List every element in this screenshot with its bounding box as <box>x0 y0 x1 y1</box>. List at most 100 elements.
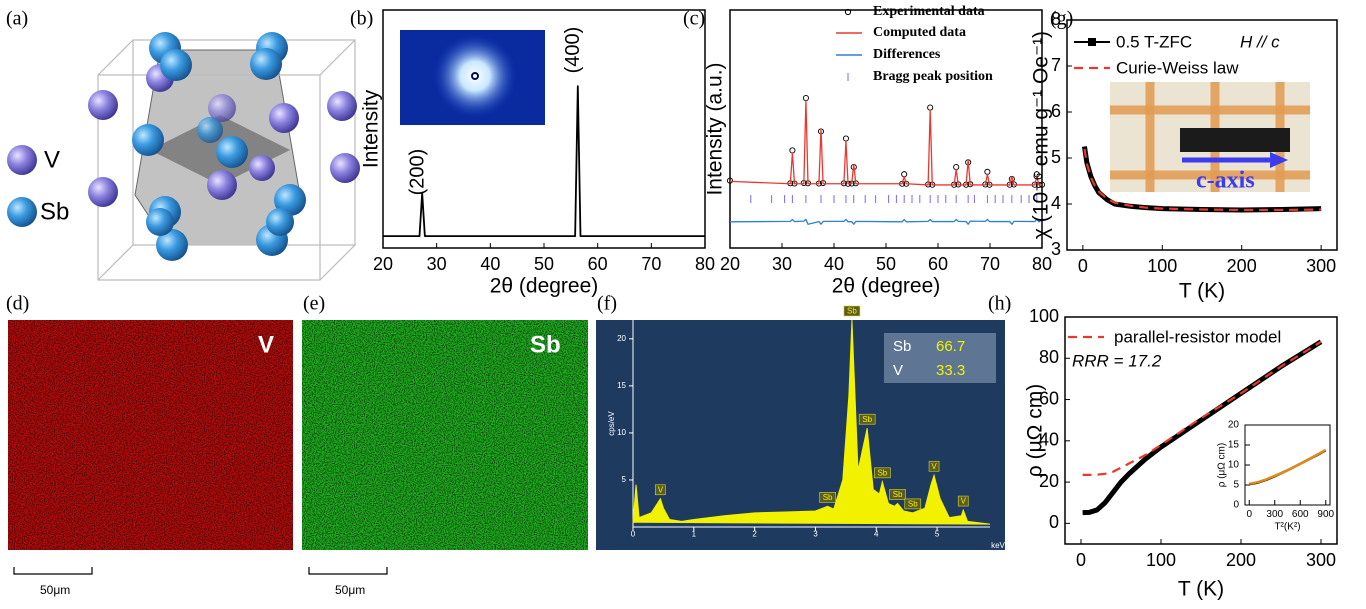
peak-label-box <box>874 467 891 479</box>
y-tick-label: 40 <box>1039 430 1059 450</box>
series-line <box>1082 340 1322 476</box>
legend-label: Curie-Weiss law <box>1116 58 1239 77</box>
y-tick-label: 0 <box>1233 500 1239 511</box>
x-tick-label: 3 <box>813 530 818 539</box>
y-tick-label: 10 <box>617 428 626 437</box>
legend-label: Differences <box>873 47 941 62</box>
peak-label: Sb <box>847 307 857 316</box>
x-tick-label: 300 <box>1306 256 1336 276</box>
peak-label-box <box>957 495 969 507</box>
series-line <box>1249 448 1327 486</box>
x-tick-label: 70 <box>980 254 1000 274</box>
x-tick-label: 1 <box>692 530 697 539</box>
peak-label-box <box>655 484 666 496</box>
map-noise <box>302 320 588 550</box>
y-tick-label: 5 <box>1233 480 1239 491</box>
plot-frame <box>1066 19 1338 251</box>
scale-bar <box>308 567 388 575</box>
peak-label: V <box>931 462 937 471</box>
y-tick-label: 4 <box>1051 193 1061 213</box>
y-tick-label: 60 <box>1039 388 1059 408</box>
composition-value: 66.7 <box>936 338 965 355</box>
peak-label: Sb <box>893 490 903 499</box>
y-axis-label: χ (10⁻⁶ emu g⁻¹ Oe⁻¹) <box>1030 31 1053 239</box>
y-tick-label: 80 <box>1039 347 1059 367</box>
plot-frame <box>1064 316 1338 545</box>
x-tick-label: 4 <box>874 530 879 539</box>
crystal-structure: (a) V Sb <box>6 8 360 281</box>
y-tick-label: 3 <box>1051 239 1061 259</box>
panel-label: (d) <box>6 293 29 315</box>
y-axis-label: Intensity <box>360 89 383 168</box>
x-tick-label: 50 <box>534 254 554 274</box>
composition-value: 33.3 <box>936 362 965 379</box>
annotation: RRR = 17.2 <box>1072 351 1162 370</box>
peak-label-box <box>904 498 922 510</box>
peak-label-box <box>889 489 906 500</box>
peak-label: V <box>961 497 967 506</box>
legend-v-atom <box>7 145 37 175</box>
legend-label: Computed data <box>873 25 966 40</box>
x-tick-label: 80 <box>695 254 715 274</box>
x-tick-label: 5 <box>935 530 940 539</box>
scale-bar <box>13 567 93 575</box>
x-tick-label: 60 <box>588 254 608 274</box>
legend-marker <box>1088 38 1096 46</box>
legend-label: Sb <box>40 198 69 225</box>
x-tick-label: 30 <box>772 254 792 274</box>
panel-label: (g) <box>1050 8 1073 30</box>
panel-label: (b) <box>350 8 373 30</box>
peak-label: Sb <box>877 468 887 477</box>
plot-frame <box>729 9 1043 249</box>
peak-label: Sb <box>823 493 833 502</box>
x-axis-label: T (K) <box>1179 280 1225 303</box>
panel-label: (f) <box>597 293 617 315</box>
legend-label: parallel-resistor model <box>1114 327 1281 346</box>
series-line <box>729 218 1043 225</box>
peak-label-box <box>858 413 876 425</box>
x-axis-label: 2θ (degree) <box>490 275 599 298</box>
y-tick-label: 7 <box>1051 55 1061 75</box>
series-line <box>383 85 705 237</box>
x-tick-label: 20 <box>720 254 740 274</box>
x-tick-label: 100 <box>1147 256 1177 276</box>
inset-background <box>1245 425 1330 505</box>
peak-annotation: (200) <box>406 149 428 196</box>
map-noise <box>8 320 293 550</box>
y-axis-label: Intensity (a.u.) <box>704 62 727 195</box>
x-tick-label: 900 <box>1317 509 1334 520</box>
x-tick-label: 600 <box>1292 509 1309 520</box>
peak-label: V <box>658 485 664 494</box>
x-tick-label: 60 <box>928 254 948 274</box>
panel-label: (h) <box>988 293 1011 315</box>
x-tick-label: 30 <box>427 254 447 274</box>
map-element: V <box>258 331 274 358</box>
y-tick-label: 100 <box>1029 306 1059 326</box>
x-tick-label: 40 <box>824 254 844 274</box>
peak-label: Sb <box>862 415 872 424</box>
y-axis-label: ρ (μΩ cm) <box>1024 384 1047 477</box>
y-tick-label: 20 <box>1228 420 1240 431</box>
peak-label: Sb <box>908 499 918 508</box>
y-tick-label: 10 <box>1228 460 1240 471</box>
xrd-inset <box>400 30 545 125</box>
x-tick-label: 70 <box>641 254 661 274</box>
series-line <box>1083 148 1322 212</box>
crystal-photo <box>1110 82 1310 192</box>
legend-label: Bragg peak position <box>873 69 993 84</box>
peak-label-box <box>928 460 940 472</box>
x-tick-label: 0 <box>1246 509 1252 520</box>
peak-annotation: (400) <box>562 27 584 74</box>
legend-label: Experimental data <box>873 4 985 19</box>
scale-bar-label: 50μm <box>335 583 365 597</box>
x-tick-label: 0 <box>631 530 636 539</box>
x-tick-label: 50 <box>876 254 896 274</box>
panel-label: (c) <box>683 8 705 30</box>
y-tick-label: 0 <box>1049 512 1059 532</box>
x-tick-label: 0 <box>1078 256 1088 276</box>
element-map-sb: (e) Sb 50μm <box>302 293 588 597</box>
legend-label: 0.5 T-ZFC <box>1116 32 1192 51</box>
data-point <box>726 177 734 184</box>
composition-table <box>884 333 996 383</box>
